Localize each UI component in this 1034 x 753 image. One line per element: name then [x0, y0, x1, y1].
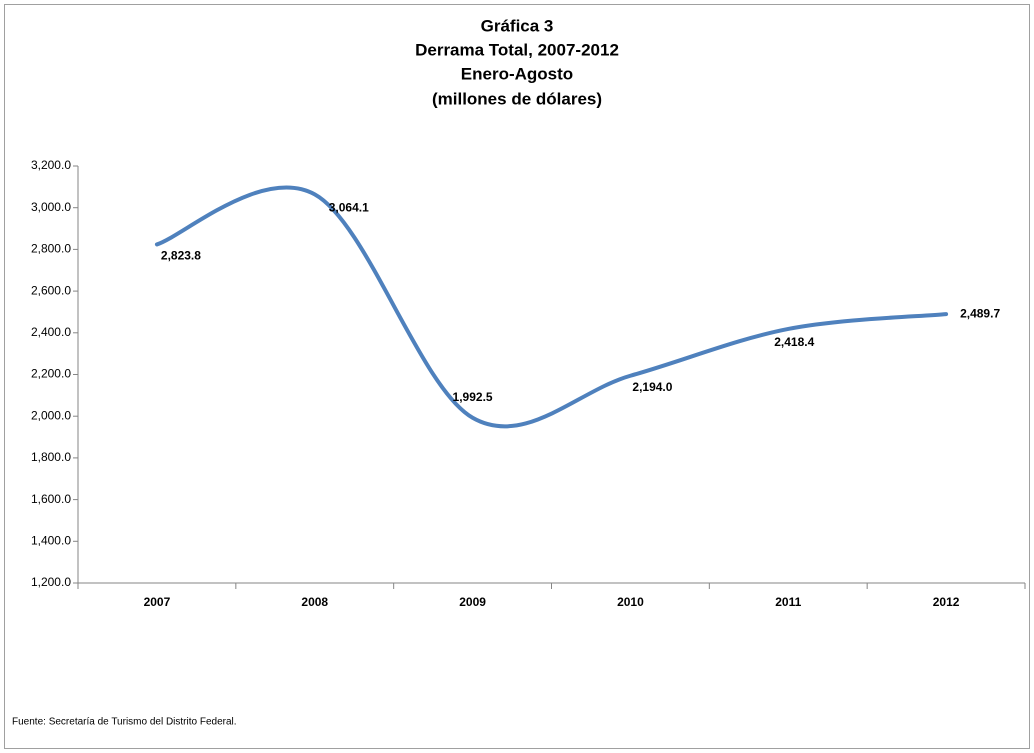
- chart-title: Derrama Total, 2007-2012: [415, 40, 619, 59]
- data-label: 3,064.1: [329, 201, 369, 215]
- chart-title: Enero-Agosto: [461, 64, 573, 83]
- data-label: 2,194.0: [632, 380, 672, 394]
- y-tick-label: 1,200.0: [31, 575, 71, 589]
- y-tick-label: 3,000.0: [31, 200, 71, 214]
- x-tick-label: 2007: [144, 595, 171, 609]
- y-tick-label: 2,000.0: [31, 408, 71, 422]
- x-tick-label: 2009: [459, 595, 486, 609]
- y-tick-label: 1,800.0: [31, 450, 71, 464]
- chart-title: (millones de dólares): [432, 89, 602, 108]
- x-tick-label: 2008: [301, 595, 328, 609]
- y-tick-label: 2,400.0: [31, 325, 71, 339]
- data-label: 2,489.7: [960, 306, 1000, 320]
- data-label: 1,992.5: [453, 390, 493, 404]
- y-tick-label: 2,800.0: [31, 242, 71, 256]
- y-tick-label: 1,400.0: [31, 533, 71, 547]
- y-tick-label: 1,600.0: [31, 492, 71, 506]
- y-tick-label: 3,200.0: [31, 158, 71, 172]
- x-tick-label: 2012: [933, 595, 960, 609]
- x-tick-label: 2010: [617, 595, 644, 609]
- chart-title: Gráfica 3: [481, 16, 554, 35]
- data-line: [154, 185, 949, 429]
- x-tick-label: 2011: [775, 595, 801, 609]
- y-tick-label: 2,600.0: [31, 283, 71, 297]
- source-note: Fuente: Secretaría de Turismo del Distri…: [12, 717, 237, 728]
- chart-border: [4, 4, 1030, 749]
- data-label: 2,823.8: [161, 249, 201, 263]
- data-label: 2,418.4: [774, 335, 814, 349]
- y-tick-label: 2,200.0: [31, 367, 71, 381]
